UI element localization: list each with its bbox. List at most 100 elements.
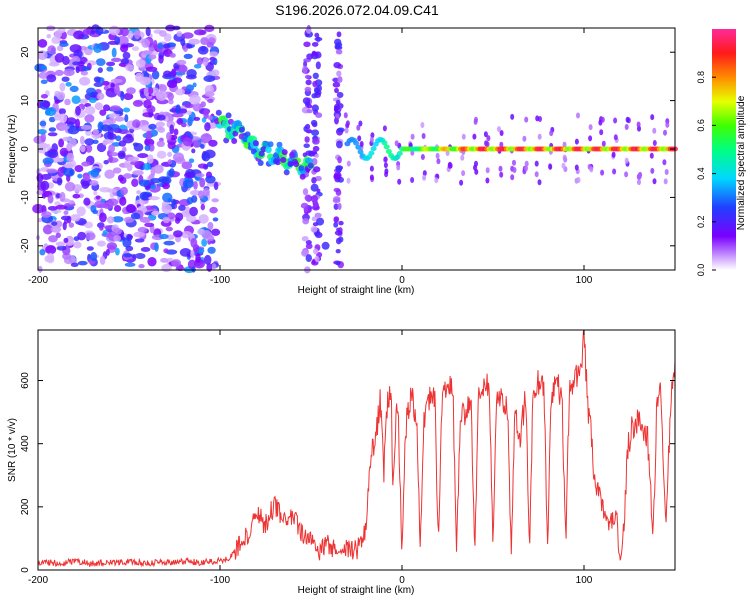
spectrogram-cell (335, 113, 340, 119)
spectrogram-cell (534, 160, 539, 167)
spectrogram-cell (123, 253, 133, 258)
spectrogram-cell (273, 158, 280, 165)
spectrogram-cell (588, 135, 593, 142)
spectrogram-cell (485, 141, 490, 148)
spectrogram-cell (90, 251, 98, 262)
spectrogram-cell (51, 221, 58, 226)
spectrogram-cell (305, 243, 313, 250)
spectrogram-cell (150, 184, 157, 190)
spectrogram-cell (123, 216, 135, 223)
spectrogram-cell (101, 124, 111, 132)
spectrogram-cell (191, 148, 196, 154)
spectrogram-cell (207, 98, 214, 104)
spectrogram-cell (106, 188, 117, 193)
spectrogram-cell (77, 231, 86, 241)
spectrogram-cell (46, 33, 52, 39)
spectrogram-cell (148, 123, 157, 130)
spectrogram-cell (600, 116, 605, 123)
spectrogram-cell (181, 161, 193, 170)
spectrogram-cell (85, 232, 96, 241)
spectrogram-cell (190, 237, 198, 248)
spectrogram-cell (125, 64, 135, 72)
spectrogram-cell (336, 31, 342, 38)
spectrogram-cell (48, 127, 57, 132)
spectrogram-cell (664, 169, 669, 175)
spectrogram-cell (63, 163, 74, 169)
spectrogram-cell (335, 173, 341, 178)
spectrogram-cell (359, 141, 364, 147)
spectrogram-cell (93, 76, 101, 83)
spectrogram-y-tick-label: 0 (20, 146, 31, 152)
spectrogram-cell (197, 45, 209, 55)
spectrogram-cell (141, 50, 153, 55)
spectrogram-cell (65, 117, 77, 125)
spectrogram-cell (313, 248, 319, 255)
spectrogram-cell (337, 76, 343, 83)
spectrogram-cell (195, 252, 201, 263)
spectrogram-cell (397, 178, 402, 185)
spectrogram-cell (147, 257, 157, 267)
spectrogram-marks (32, 24, 678, 274)
spectrogram-cell (74, 164, 84, 173)
spectrogram-cell (232, 130, 239, 137)
spectrogram-cell (624, 171, 629, 178)
spectrogram-cell (510, 174, 515, 181)
spectrogram-cell (104, 169, 115, 179)
spectrogram-cell (64, 181, 76, 192)
snr-x-axis: -200 -100 0 100 (28, 330, 593, 586)
spectrogram-cell (61, 76, 70, 82)
spectrogram-cell (149, 177, 162, 184)
spectrogram-cell (120, 186, 128, 196)
spectrogram-cell (92, 128, 100, 136)
spectrogram-cell (337, 156, 342, 164)
snr-y-tick-label: 600 (20, 372, 31, 389)
spectrogram-y-tick-label: -20 (20, 238, 31, 253)
spectrogram-cell (75, 105, 81, 116)
spectrogram-cell (116, 35, 129, 46)
spectrogram-cell (176, 59, 187, 66)
spectrogram-cell (436, 158, 441, 165)
spectrogram-cell (151, 70, 160, 80)
spectrogram-cell (198, 190, 205, 199)
spectrogram-cell (72, 61, 81, 66)
spectrogram-cell (522, 135, 527, 142)
spectrogram-cell (140, 247, 151, 252)
spectrogram-cell (460, 154, 465, 161)
spectrogram-cell (202, 56, 209, 67)
spectrogram-cell (50, 226, 62, 233)
spectrogram-cell (58, 108, 67, 115)
snr-y-tick-label: 0 (20, 567, 31, 573)
spectrogram-cell (40, 180, 50, 191)
spectrogram-cell (84, 106, 96, 115)
spectrogram-cell (46, 168, 58, 174)
snr-x-tick-label: 0 (399, 575, 405, 586)
spectrogram-cell (435, 152, 440, 159)
colorbar-tick-label: 0.2 (696, 216, 706, 229)
spectrogram-cell (180, 210, 191, 218)
spectrogram-cell (472, 133, 477, 140)
spectrogram-cell (334, 87, 339, 94)
spectrogram-cell (356, 124, 361, 131)
spectrogram-cell (182, 179, 194, 189)
spectrogram-cell (302, 217, 310, 225)
spectrogram-cell (310, 119, 318, 126)
spectrogram-cell (512, 159, 516, 166)
spectrogram-cell (611, 151, 616, 158)
spectrogram-cell (186, 43, 193, 49)
spectrogram-cell (383, 156, 388, 163)
spectrogram-cell (410, 133, 415, 140)
spectrogram-cell (396, 164, 401, 171)
spectrogram-cell (168, 168, 175, 177)
spectrogram-cell (66, 152, 75, 163)
spectrogram-cell (68, 200, 75, 205)
spectrogram-cell (153, 39, 158, 50)
spectrogram-cell (158, 233, 169, 240)
spectrogram-cell (111, 57, 122, 63)
spectrogram-cell (75, 66, 80, 74)
spectrogram-cell (461, 133, 466, 140)
spectrogram-cell (110, 82, 115, 88)
spectrogram-cell (79, 98, 88, 104)
spectrogram-cell (94, 102, 103, 111)
spectrogram-cell (420, 122, 425, 128)
spectrogram-cell (383, 144, 390, 150)
